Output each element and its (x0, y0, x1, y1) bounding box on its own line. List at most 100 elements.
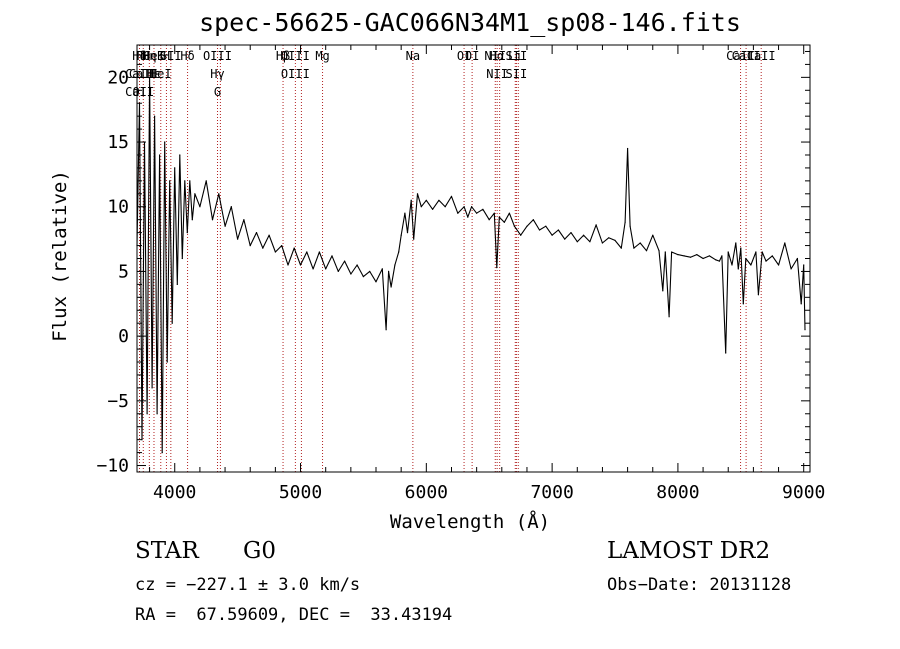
data-point-102 (627, 147, 629, 150)
data-point-71 (457, 212, 459, 214)
data-point-22 (191, 219, 193, 221)
data-point-110 (664, 251, 666, 253)
data-point-96 (595, 224, 597, 226)
data-point-103 (629, 225, 631, 227)
y-tick-label-3: 5 (118, 261, 129, 282)
data-point-46 (337, 270, 339, 272)
data-point-87 (538, 229, 541, 231)
data-point-116 (696, 254, 698, 256)
line-label-18-0: Hα (490, 49, 504, 63)
data-point-70 (450, 195, 453, 197)
data-point-53 (381, 268, 383, 270)
data-point-32 (249, 245, 251, 247)
data-point-130 (750, 264, 752, 266)
data-point-67 (432, 208, 434, 210)
data-point-92 (570, 232, 572, 234)
data-point-100 (620, 247, 622, 249)
data-point-29 (230, 206, 232, 208)
y-axis-label: Flux (relative) (49, 170, 71, 342)
data-point-81 (503, 221, 505, 223)
data-point-59 (400, 234, 402, 236)
data-point-132 (757, 294, 760, 296)
line-label-18-1: NII (486, 67, 508, 81)
data-point-119 (715, 259, 717, 261)
data-point-88 (545, 225, 547, 227)
line-label-1-1: CaII (129, 67, 158, 81)
chart-title: spec-56625-GAC066N34M1_sp08-146.fits (199, 8, 741, 37)
spectrum-line (136, 76, 806, 454)
data-point-133 (761, 251, 763, 253)
data-point-26 (211, 219, 214, 221)
data-point-127 (740, 247, 742, 249)
y-tick-label-0: −10 (96, 456, 129, 477)
object-subclass: G0 (243, 538, 277, 564)
data-point-30 (237, 238, 239, 240)
data-point-50 (362, 276, 364, 278)
data-point-101 (624, 221, 626, 223)
data-point-111 (668, 316, 670, 318)
data-point-41 (306, 251, 308, 253)
data-point-131 (755, 251, 757, 253)
data-point-60 (404, 212, 406, 214)
line-label-8-0: OIII (203, 49, 232, 63)
data-point-7 (154, 115, 156, 117)
data-point-43 (318, 251, 320, 253)
data-point-123 (727, 251, 729, 253)
data-point-36 (274, 251, 276, 253)
data-point-16 (176, 283, 178, 285)
line-label-13-0: Mg (315, 49, 329, 63)
axis-ticks: 4000 5000 6000 7000 8000 9000 −10 −5 0 5 10 15 20 (96, 45, 825, 503)
data-point-82 (508, 212, 510, 214)
data-point-142 (804, 329, 806, 331)
data-point-124 (731, 264, 733, 266)
data-point-108 (658, 250, 660, 252)
data-point-86 (532, 219, 534, 221)
data-point-4 (146, 413, 148, 415)
data-point-91 (564, 238, 566, 240)
data-point-34 (262, 247, 264, 249)
data-point-137 (784, 242, 786, 244)
data-point-109 (662, 290, 664, 292)
data-point-95 (589, 241, 591, 243)
line-label-8-1: Hγ (210, 67, 224, 81)
data-point-52 (375, 281, 377, 283)
y-tick-label-4: 10 (107, 197, 129, 218)
data-point-39 (293, 247, 295, 249)
data-point-20 (186, 232, 188, 234)
data-point-117 (702, 257, 704, 260)
data-point-64 (416, 193, 419, 195)
data-point-94 (583, 234, 585, 236)
line-label-1-2: OII (132, 85, 154, 99)
data-point-120 (718, 260, 721, 262)
data-point-9 (159, 154, 161, 156)
line-label-23-0: CaII (726, 49, 755, 63)
data-point-44 (325, 268, 327, 270)
y-tick-label-6: 20 (107, 67, 129, 88)
x-tick-label-2: 6000 (405, 482, 448, 503)
line-label-6-0: SII (160, 49, 182, 63)
data-point-55 (388, 270, 390, 272)
data-point-114 (683, 255, 685, 257)
data-point-126 (737, 268, 739, 270)
y-tick-label-5: 15 (107, 132, 129, 153)
data-point-12 (166, 361, 168, 363)
line-label-21-1: SII (506, 67, 528, 81)
data-point-56 (390, 286, 392, 288)
data-point-10 (161, 452, 163, 454)
x-tick-label-0: 4000 (153, 482, 196, 503)
x-axis-label: Wavelength (Å) (389, 511, 551, 533)
line-label-0-1: CaII (125, 67, 154, 81)
data-point-128 (742, 303, 744, 305)
line-label-11-1: OIII (281, 67, 310, 81)
line-label-1-0: Hθ (136, 49, 150, 63)
data-point-118 (708, 255, 711, 257)
line-label-8-2: G (214, 85, 221, 99)
line-label-20-0: Li (508, 49, 522, 63)
data-point-21 (189, 180, 191, 182)
y-tick-label-1: −5 (107, 391, 129, 412)
line-label-24-0: CaII (732, 49, 761, 63)
data-point-77 (488, 219, 490, 221)
observation-date: Obs−Date: 20131128 (607, 575, 792, 595)
data-point-75 (476, 212, 478, 214)
x-tick-label-1: 5000 (279, 482, 322, 503)
